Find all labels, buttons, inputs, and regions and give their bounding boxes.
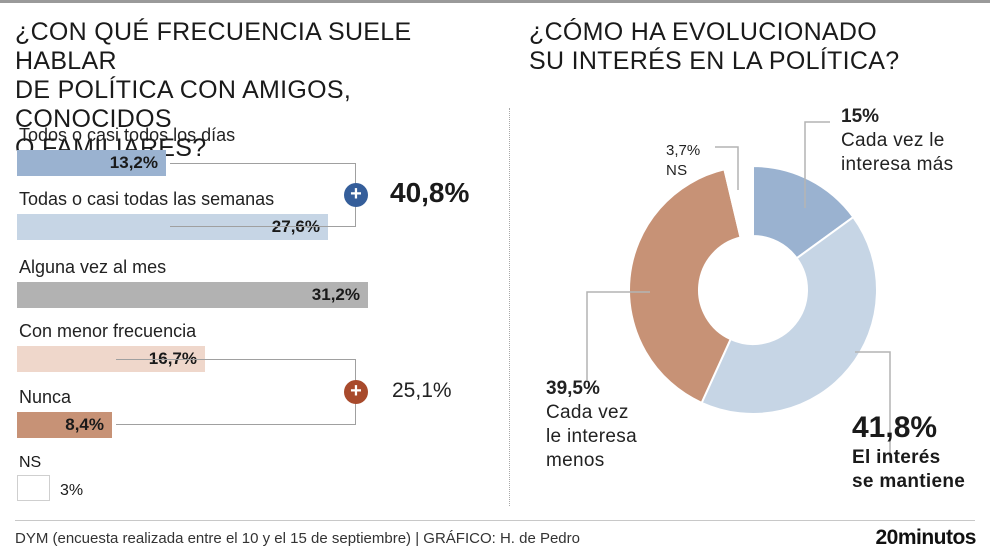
bar-category-label: Todos o casi todos los días bbox=[19, 125, 236, 145]
right-chart-title: ¿CÓMO HA EVOLUCIONADO SU INTERÉS EN LA P… bbox=[529, 18, 969, 76]
donut-slice-category: se mantiene bbox=[852, 471, 966, 492]
right-title-line-2: SU INTERÉS EN LA POLÍTICA? bbox=[529, 47, 900, 75]
group-bracket bbox=[170, 163, 356, 227]
donut-slice-category: Cada vez bbox=[546, 402, 629, 423]
donut-slice bbox=[700, 215, 878, 415]
donut-slice-label: 15% Cada vez le interesa más bbox=[841, 104, 953, 177]
donut-slice-category: menos bbox=[546, 450, 605, 471]
group-total-label: 25,1% bbox=[392, 379, 452, 402]
bar-category-label: Alguna vez al mes bbox=[19, 257, 167, 277]
donut-slice-label: 39,5% Cada vez le interesa menos bbox=[546, 376, 637, 473]
ns-swatch bbox=[17, 475, 50, 501]
footer-rule bbox=[15, 520, 975, 521]
donut-slice-label: 3,7% NS bbox=[666, 140, 700, 181]
leader-line bbox=[804, 121, 830, 208]
plus-icon: + bbox=[344, 183, 368, 207]
bar-value-label: 13,2% bbox=[109, 153, 158, 172]
bar: 31,2% bbox=[17, 282, 368, 308]
ns-label: NS bbox=[19, 454, 42, 471]
bar-category-label: Con menor frecuencia bbox=[19, 321, 197, 341]
donut-slice-value: 41,8% bbox=[852, 411, 938, 444]
leader-line bbox=[855, 351, 891, 460]
bar: 8,4% bbox=[17, 412, 112, 438]
donut-slice-category: interesa más bbox=[841, 154, 954, 175]
group-total-label: 40,8% bbox=[390, 177, 470, 208]
column-divider bbox=[509, 108, 510, 506]
footer-source: DYM (encuesta realizada entre el 10 y el… bbox=[15, 530, 580, 547]
bar-category-label: Nunca bbox=[19, 387, 72, 407]
left-title-line-1: ¿CON QUÉ FRECUENCIA SUELE HABLAR bbox=[15, 18, 412, 75]
leader-line bbox=[715, 146, 739, 190]
donut-slice-category: Cada vez le bbox=[841, 130, 945, 151]
right-title-line-1: ¿CÓMO HA EVOLUCIONADO bbox=[529, 18, 878, 46]
donut-slice-value: 3,7% bbox=[666, 142, 701, 159]
interest-donut-chart bbox=[586, 121, 891, 460]
donut-slice-category: El interés bbox=[852, 447, 941, 468]
donut-slice-category: le interesa bbox=[546, 426, 637, 447]
bar: 13,2% bbox=[17, 150, 166, 176]
bar-value-label: 8,4% bbox=[65, 415, 104, 434]
donut-slice-category: NS bbox=[666, 162, 688, 179]
bar-value-label: 31,2% bbox=[311, 285, 360, 304]
group-bracket bbox=[116, 359, 356, 425]
donut-slice-label: 41,8% El interés se mantiene bbox=[852, 410, 965, 494]
donut-slice-value: 15% bbox=[841, 106, 880, 127]
leader-line bbox=[586, 291, 650, 380]
plus-icon: + bbox=[344, 380, 368, 404]
bar-value-label: 16,7% bbox=[148, 349, 197, 368]
donut-slice bbox=[628, 168, 742, 405]
brand-logo: 20minutos bbox=[875, 526, 976, 549]
left-title-line-2: DE POLÍTICA CON AMIGOS, CONOCIDOS bbox=[15, 76, 352, 133]
donut-slice-value: 39,5% bbox=[546, 378, 600, 399]
bar-category-label: Todas o casi todas las semanas bbox=[19, 189, 275, 209]
ns-value: 3% bbox=[60, 482, 84, 499]
top-rule bbox=[0, 0, 990, 3]
donut-slice bbox=[723, 164, 754, 239]
